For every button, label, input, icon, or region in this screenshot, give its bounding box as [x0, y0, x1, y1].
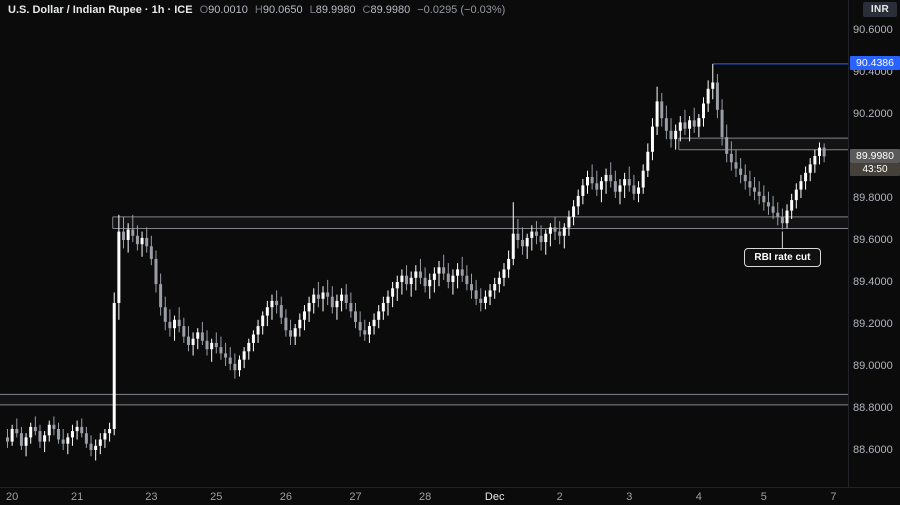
- time-tick-label: 27: [349, 491, 362, 503]
- candlestick-chart[interactable]: [0, 0, 848, 487]
- price-tick-label: 90.6000: [853, 23, 893, 36]
- price-change: −0.0295 (−0.03%): [417, 4, 506, 16]
- price-tick-label: 88.6000: [853, 443, 893, 456]
- price-tick-label: 89.6000: [853, 233, 893, 246]
- chart-legend: U.S. Dollar / Indian Rupee · 1h · ICE O9…: [8, 4, 505, 16]
- rbi-rate-cut-label[interactable]: RBI rate cut: [744, 248, 821, 267]
- price-tick-label: 89.4000: [853, 275, 893, 288]
- ohlc-low: L89.9980: [309, 4, 356, 16]
- time-tick-label: 21: [70, 491, 84, 503]
- time-tick-label: Dec: [484, 491, 505, 503]
- ohlc-open: O90.0010: [199, 4, 248, 16]
- time-tick-label: 5: [760, 491, 767, 503]
- last-price-badge: 89.9980: [850, 148, 900, 163]
- time-tick-label: 7: [830, 491, 837, 503]
- price-tick-label: 90.2000: [853, 107, 893, 120]
- symbol-title[interactable]: U.S. Dollar / Indian Rupee · 1h · ICE: [8, 4, 193, 16]
- price-tick-label: 89.2000: [853, 317, 893, 330]
- candles-layer: [6, 63, 826, 461]
- time-tick-label: 23: [145, 491, 158, 503]
- time-tick-label: 26: [279, 491, 293, 503]
- ohlc-high: H90.0650: [254, 4, 303, 16]
- bar-countdown-badge: 43:50: [850, 163, 900, 177]
- zones-layer[interactable]: [0, 137, 848, 406]
- time-axis[interactable]: 20 21 23 25 26 27 28 Dec 2 3 4 5 7: [0, 487, 900, 505]
- price-axis[interactable]: 88.6000 88.8000 89.0000 89.2000 89.4000 89.60…: [848, 0, 900, 487]
- time-tick-label: 20: [6, 491, 19, 503]
- alert-price-badge: 90.4386: [850, 56, 900, 71]
- time-tick-label: 25: [210, 491, 223, 503]
- currency-badge[interactable]: INR: [862, 2, 897, 17]
- time-tick-label: 28: [418, 491, 432, 503]
- time-tick-label: 4: [695, 491, 702, 503]
- price-tick-label: 89.8000: [853, 191, 893, 204]
- price-tick-label: 88.8000: [853, 401, 893, 414]
- price-tick-label: 89.0000: [853, 359, 893, 372]
- ohlc-close: C89.9980: [362, 4, 411, 16]
- time-tick-label: 2: [556, 491, 563, 503]
- time-tick-label: 3: [626, 491, 633, 503]
